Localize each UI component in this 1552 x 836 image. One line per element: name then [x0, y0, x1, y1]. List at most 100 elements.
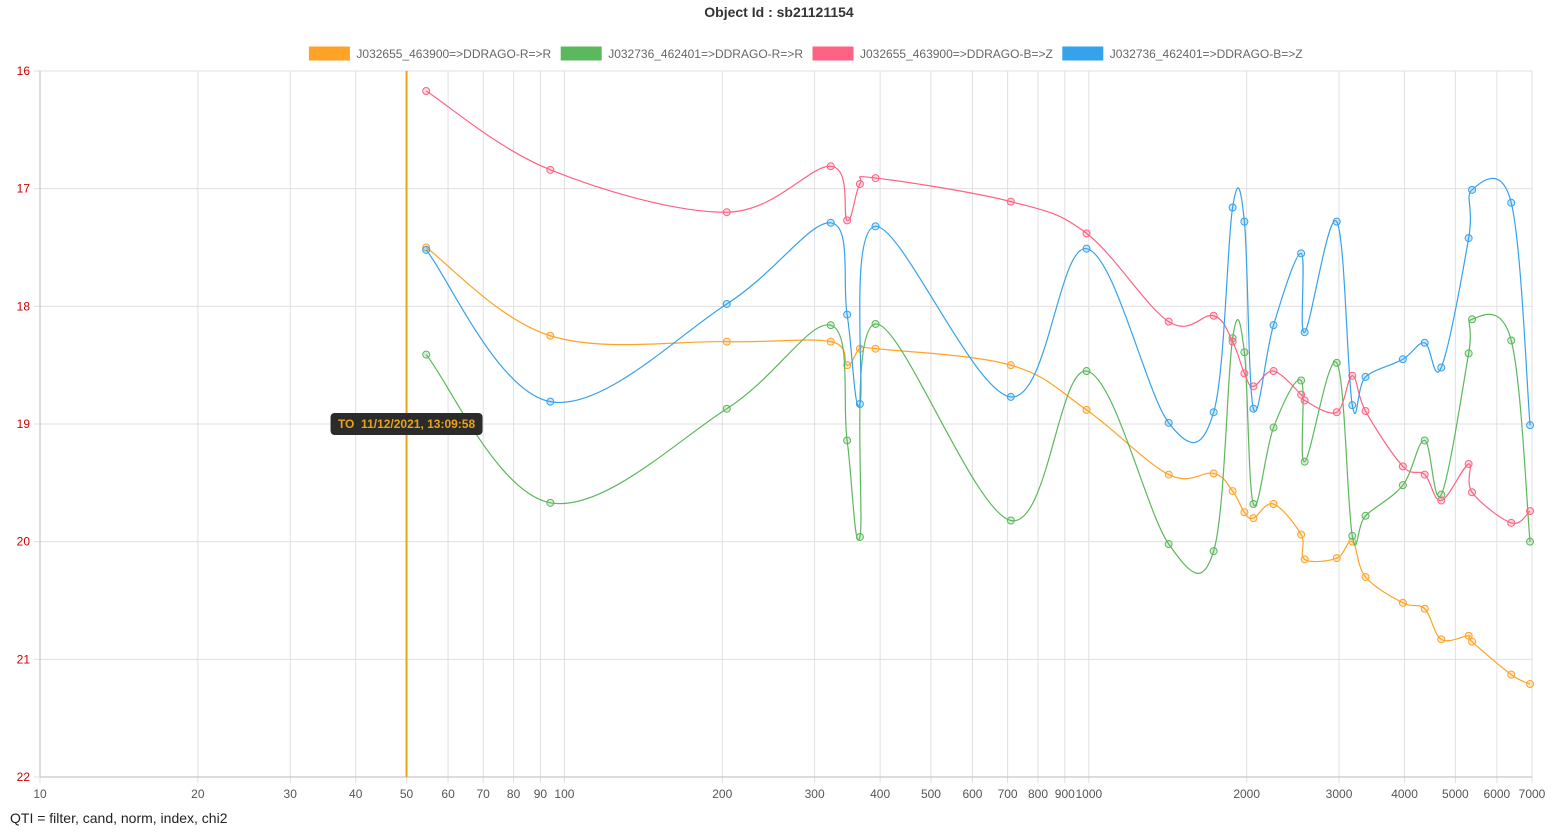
data-point	[1464, 349, 1473, 358]
data-point	[422, 350, 431, 359]
legend-label: J032655_463900=>DDRAGO-R=>R	[356, 47, 551, 61]
data-point	[1082, 367, 1091, 376]
data-point	[1300, 328, 1309, 337]
data-point	[546, 331, 555, 340]
y-tick-label: 19	[17, 417, 31, 431]
data-point	[1437, 490, 1446, 499]
data-point	[1228, 203, 1237, 212]
data-point	[855, 532, 864, 541]
x-tick-label: 4000	[1391, 787, 1418, 801]
data-point	[1164, 540, 1173, 549]
data-point	[1082, 405, 1091, 414]
data-point	[1420, 470, 1429, 479]
data-point	[826, 321, 835, 330]
data-point	[1269, 500, 1278, 509]
data-point	[1420, 436, 1429, 445]
data-point	[1361, 372, 1370, 381]
data-point	[1464, 234, 1473, 243]
data-point	[1269, 367, 1278, 376]
x-tick-label: 700	[998, 787, 1018, 801]
data-point	[546, 165, 555, 174]
data-point	[1468, 315, 1477, 324]
data-point	[1164, 317, 1173, 326]
data-point	[843, 436, 852, 445]
lightcurve-chart: Object Id : sb21121154 16 17 18 19 20 21 22 10…	[17, 4, 1546, 801]
data-point	[871, 222, 880, 231]
x-tick-label: 80	[507, 787, 521, 801]
data-point	[1240, 369, 1249, 378]
x-tick-label: 1000	[1075, 787, 1102, 801]
data-point	[1297, 530, 1306, 539]
data-point	[1526, 537, 1535, 546]
data-point	[1082, 244, 1091, 253]
x-tick-label: 20	[191, 787, 205, 801]
series-line	[425, 313, 1531, 574]
data-point	[1240, 217, 1249, 226]
data-point	[422, 245, 431, 254]
data-point	[1332, 358, 1341, 367]
y-axis-ticks: 16 17 18 19 20 21 22	[17, 64, 31, 784]
data-point	[1332, 217, 1341, 226]
x-tick-label: 2000	[1233, 787, 1260, 801]
data-point	[1300, 396, 1309, 405]
data-point	[1209, 547, 1218, 556]
y-tick-label: 16	[17, 64, 31, 78]
data-point	[1398, 355, 1407, 364]
data-point	[871, 174, 880, 183]
legend: J032655_463900=>DDRAGO-R=>R J032736_46240…	[308, 46, 1303, 61]
data-point	[722, 337, 731, 346]
data-point	[843, 216, 852, 225]
data-point	[1209, 311, 1218, 320]
data-point	[1507, 198, 1516, 207]
data-point	[1228, 487, 1237, 496]
data-point	[1269, 321, 1278, 330]
series-line	[425, 177, 1531, 443]
data-point	[855, 399, 864, 408]
x-tick-label: 6000	[1484, 787, 1511, 801]
data-point	[1006, 361, 1015, 370]
y-tick-label: 17	[17, 182, 31, 196]
x-tick-label: 10	[33, 787, 47, 801]
data-point	[1361, 407, 1370, 416]
data-point	[1464, 631, 1473, 640]
footer-note: QTI = filter, cand, norm, index, chi2	[10, 810, 228, 826]
data-point	[1164, 418, 1173, 427]
data-point	[855, 179, 864, 188]
series	[422, 313, 1535, 574]
x-tick-label: 40	[349, 787, 363, 801]
data-point	[1348, 371, 1357, 380]
data-point	[826, 162, 835, 171]
x-tick-label: 50	[400, 787, 414, 801]
x-tick-label: 600	[962, 787, 982, 801]
data-point	[1269, 423, 1278, 432]
data-point	[1209, 469, 1218, 478]
data-point	[1348, 401, 1357, 410]
series	[422, 87, 1535, 527]
series	[422, 177, 1535, 443]
legend-swatch	[560, 46, 602, 61]
data-point	[843, 361, 852, 370]
data-point	[1228, 337, 1237, 346]
data-point	[546, 498, 555, 507]
y-tick-label: 21	[17, 652, 31, 666]
data-point	[1249, 514, 1258, 523]
data-point	[722, 208, 731, 217]
data-point	[1526, 507, 1535, 516]
data-point	[1249, 500, 1258, 509]
data-point	[1398, 598, 1407, 607]
data-point	[1006, 392, 1015, 401]
data-point	[1332, 408, 1341, 417]
data-point	[1468, 185, 1477, 194]
to-marker-label-bg	[330, 413, 483, 435]
data-point	[1420, 338, 1429, 347]
data-point	[1006, 516, 1015, 525]
x-tick-label: 100	[554, 787, 574, 801]
x-tick-label: 500	[921, 787, 941, 801]
legend-swatch	[812, 46, 854, 61]
data-point	[1437, 635, 1446, 644]
grid	[34, 70, 1533, 783]
x-tick-label: 900	[1055, 787, 1075, 801]
data-point	[1361, 572, 1370, 581]
data-point	[1361, 511, 1370, 520]
legend-swatch	[308, 46, 350, 61]
